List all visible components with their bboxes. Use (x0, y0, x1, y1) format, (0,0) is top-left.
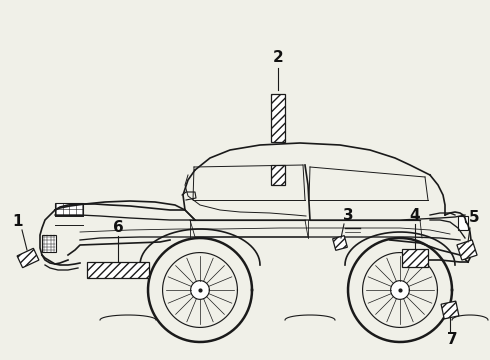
Text: 5: 5 (469, 211, 479, 225)
Bar (17, 248, 39, 268)
Bar (87, 262, 149, 278)
Bar (457, 240, 477, 260)
Text: 7: 7 (447, 333, 457, 347)
Text: 4: 4 (410, 207, 420, 222)
Text: 2: 2 (272, 50, 283, 66)
Text: 3: 3 (343, 207, 353, 222)
Bar (271, 94, 285, 142)
Circle shape (191, 281, 209, 300)
Bar (458, 216, 468, 230)
Bar (441, 301, 459, 319)
Circle shape (391, 281, 409, 300)
Bar (333, 236, 347, 250)
Bar (55, 203, 83, 215)
Bar (402, 249, 428, 267)
Text: 1: 1 (13, 215, 23, 230)
Text: 6: 6 (113, 220, 123, 235)
Bar (271, 165, 285, 185)
Bar (42, 235, 56, 252)
